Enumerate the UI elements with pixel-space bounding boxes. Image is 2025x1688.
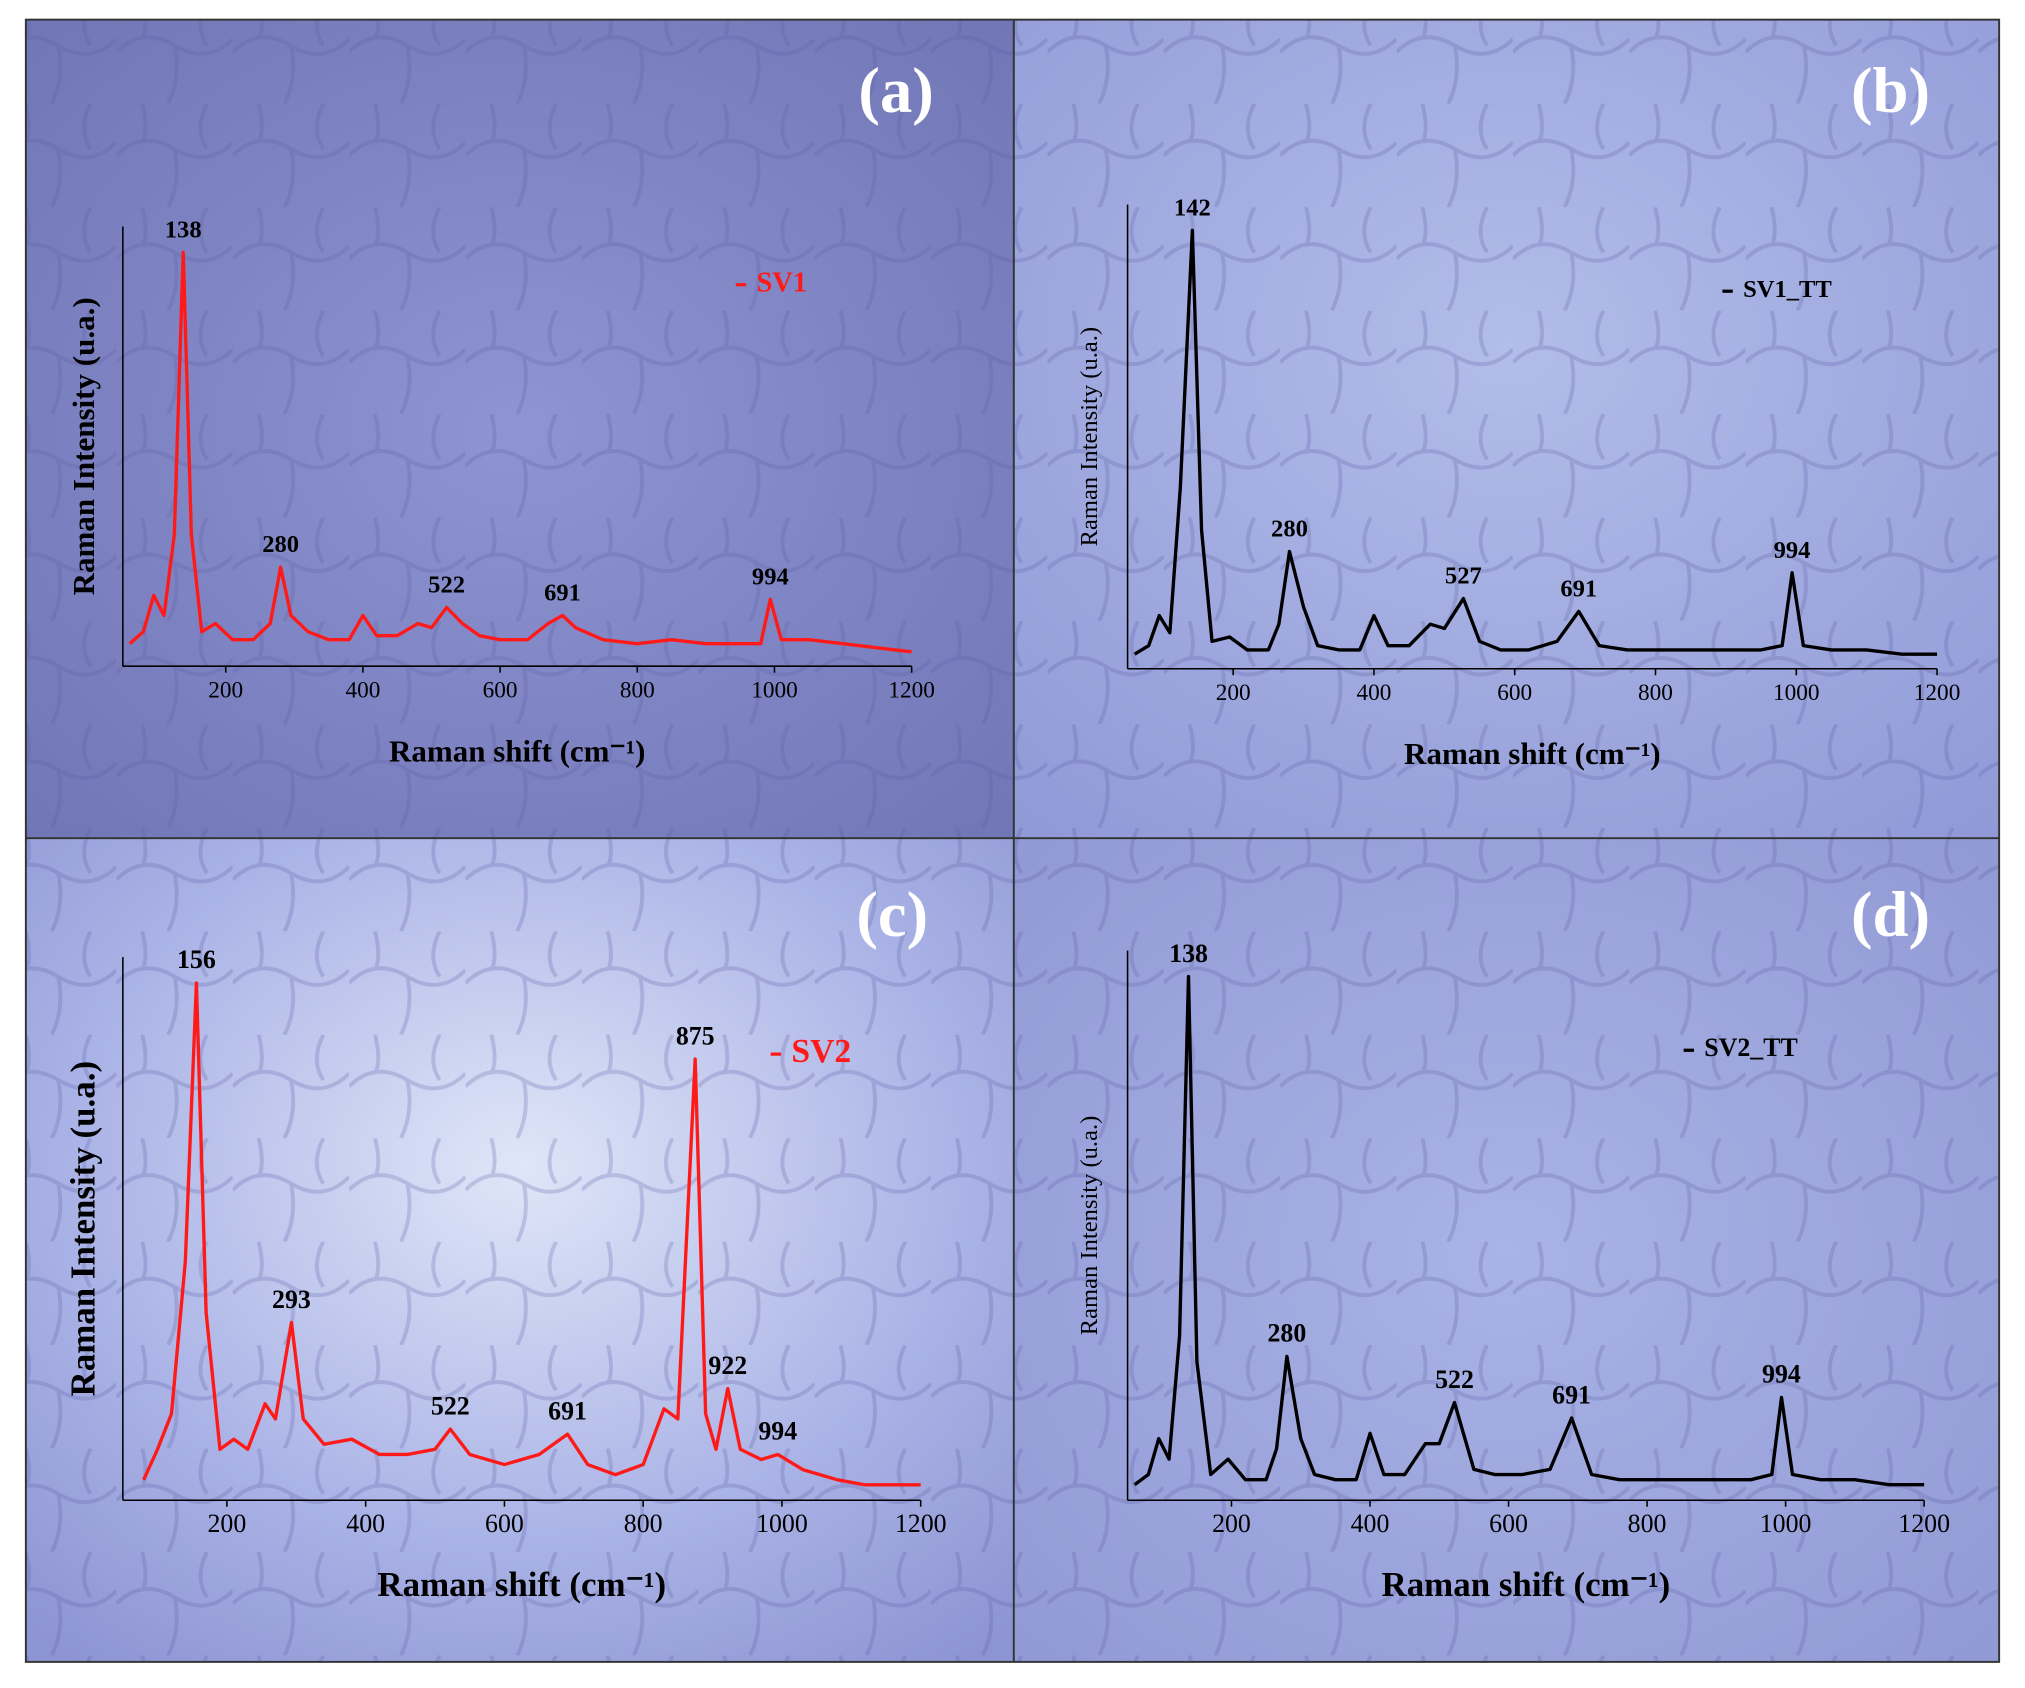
panel-label: (d) <box>1851 878 1930 951</box>
peak-label: 280 <box>262 531 299 558</box>
peak-label: 522 <box>431 1391 470 1420</box>
x-tick-label: 200 <box>1212 1509 1251 1538</box>
y-axis-label: Raman Intensity (u.a.) <box>1076 327 1103 547</box>
x-tick-label: 200 <box>1216 680 1251 706</box>
x-tick-label: 1200 <box>1914 680 1961 706</box>
peak-label: 293 <box>272 1285 311 1314</box>
peak-label: 994 <box>1762 1360 1801 1389</box>
panel-label: (b) <box>1851 54 1930 127</box>
x-tick-label: 800 <box>1628 1509 1667 1538</box>
peak-label: 691 <box>1560 575 1597 602</box>
legend-label: SV1_TT <box>1743 276 1832 303</box>
legend-label: SV2_TT <box>1704 1033 1797 1062</box>
peak-label: 691 <box>548 1396 587 1425</box>
peak-label: 280 <box>1267 1319 1306 1348</box>
peak-label: 522 <box>1435 1365 1474 1394</box>
peak-label: 875 <box>676 1021 715 1050</box>
x-tick-label: 600 <box>1489 1509 1528 1538</box>
spectrum-line <box>1133 228 1938 656</box>
x-axis-label: Raman shift (cm⁻¹) <box>389 733 646 768</box>
peak-label: 994 <box>758 1417 797 1446</box>
x-tick-label: 600 <box>485 1509 524 1538</box>
x-tick-label: 400 <box>1356 680 1391 706</box>
peak-label: 522 <box>428 571 465 598</box>
x-tick-label: 1000 <box>1760 1509 1812 1538</box>
peak-label: 994 <box>752 563 789 590</box>
x-tick-label: 1200 <box>888 677 935 703</box>
panel: (b) 200 400 600 800 1000 1200 Raman shift (cm⁻¹… <box>1076 54 1960 771</box>
peak-label: 691 <box>544 579 581 606</box>
x-tick-label: 200 <box>208 1509 247 1538</box>
x-tick-label: 1000 <box>1773 680 1820 706</box>
y-axis-label: Raman Intensity (u.a.) <box>66 297 101 595</box>
x-tick-label: 400 <box>345 677 380 703</box>
x-tick-label: 200 <box>208 677 243 703</box>
legend-label: SV2 <box>791 1033 851 1070</box>
peak-label: 691 <box>1552 1380 1591 1409</box>
peak-label: 142 <box>1174 194 1211 221</box>
x-tick-label: 1200 <box>1898 1509 1950 1538</box>
x-axis-label: Raman shift (cm⁻¹) <box>1382 1565 1671 1604</box>
x-tick-label: 1200 <box>895 1509 947 1538</box>
x-tick-label: 800 <box>624 1509 663 1538</box>
y-axis-label: Raman Intensity (u.a.) <box>64 1061 103 1397</box>
spectrum-line <box>142 981 921 1487</box>
peak-label: 138 <box>1169 939 1208 968</box>
y-axis-label: Raman Intensity (u.a.) <box>1076 1116 1103 1335</box>
spectrum-line <box>128 250 912 654</box>
x-tick-label: 1000 <box>751 677 798 703</box>
x-tick-label: 400 <box>1351 1509 1390 1538</box>
panel: (a) 200 400 600 800 1000 1200 Raman shift (cm⁻¹… <box>66 54 935 768</box>
x-axis-label: Raman shift (cm⁻¹) <box>377 1565 666 1604</box>
x-tick-label: 600 <box>1497 680 1532 706</box>
x-tick-label: 1000 <box>756 1509 808 1538</box>
x-tick-label: 800 <box>1638 680 1673 706</box>
background <box>24 18 2001 1663</box>
peak-label: 138 <box>165 216 202 243</box>
peak-label: 922 <box>708 1351 747 1380</box>
x-axis-label: Raman shift (cm⁻¹) <box>1404 736 1661 771</box>
spectrum-line <box>1133 974 1925 1487</box>
legend-label: SV1 <box>756 267 807 298</box>
x-tick-label: 800 <box>620 677 655 703</box>
panel-label: (a) <box>858 54 933 127</box>
peak-label: 527 <box>1445 562 1482 589</box>
panel-label: (c) <box>856 878 928 951</box>
peak-label: 994 <box>1774 537 1811 564</box>
peak-label: 280 <box>1271 515 1308 542</box>
panel: (d) 200 400 600 800 1000 1200 Raman shift (cm⁻¹… <box>1076 878 1950 1604</box>
peak-label: 156 <box>177 945 216 974</box>
panel: (c) 200 400 600 800 1000 1200 Raman shift (cm⁻¹… <box>64 878 947 1604</box>
x-tick-label: 600 <box>483 677 518 703</box>
x-tick-label: 400 <box>346 1509 385 1538</box>
